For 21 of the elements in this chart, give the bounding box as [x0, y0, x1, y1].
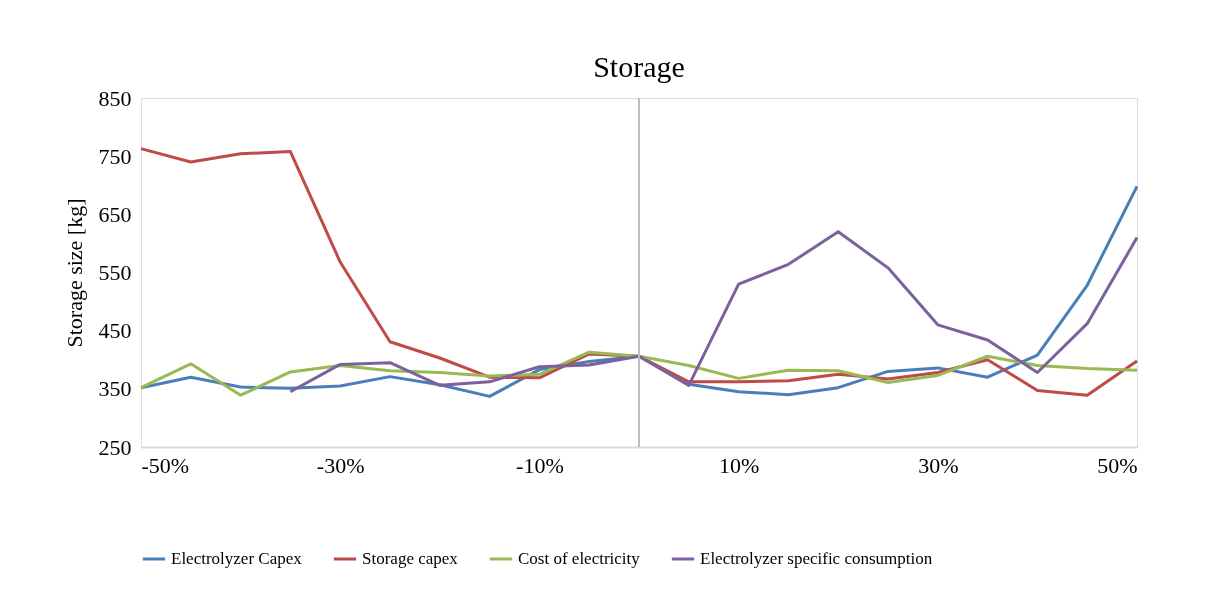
y-tick-label: 450 [98, 318, 132, 344]
chart-title: Storage [593, 50, 685, 83]
y-axis-title: Storage size [kg] [61, 198, 87, 348]
legend-label: Electrolyzer specific consumption [700, 549, 933, 568]
legend-label: Storage capex [362, 549, 459, 568]
y-tick-label: 350 [98, 376, 132, 402]
y-tick-label: 550 [98, 260, 132, 285]
x-tick-label: 10% [718, 452, 760, 478]
y-tick-label: 650 [98, 201, 132, 227]
x-tick-label: 30% [918, 452, 959, 478]
legend-label: Cost of electricity [518, 549, 641, 568]
y-tick-label: 250 [98, 434, 132, 460]
x-tick-label: 50% [1097, 452, 1138, 478]
y-tick-label: 850 [98, 85, 132, 111]
legend-label: Electrolyzer Capex [171, 549, 303, 568]
x-tick-label: -30% [316, 452, 365, 478]
line-series [139, 350, 1139, 397]
line-series [288, 230, 1139, 394]
y-tick-label: 750 [98, 143, 132, 169]
x-tick-label: -50% [141, 452, 190, 478]
x-tick-label: -10% [516, 452, 564, 478]
